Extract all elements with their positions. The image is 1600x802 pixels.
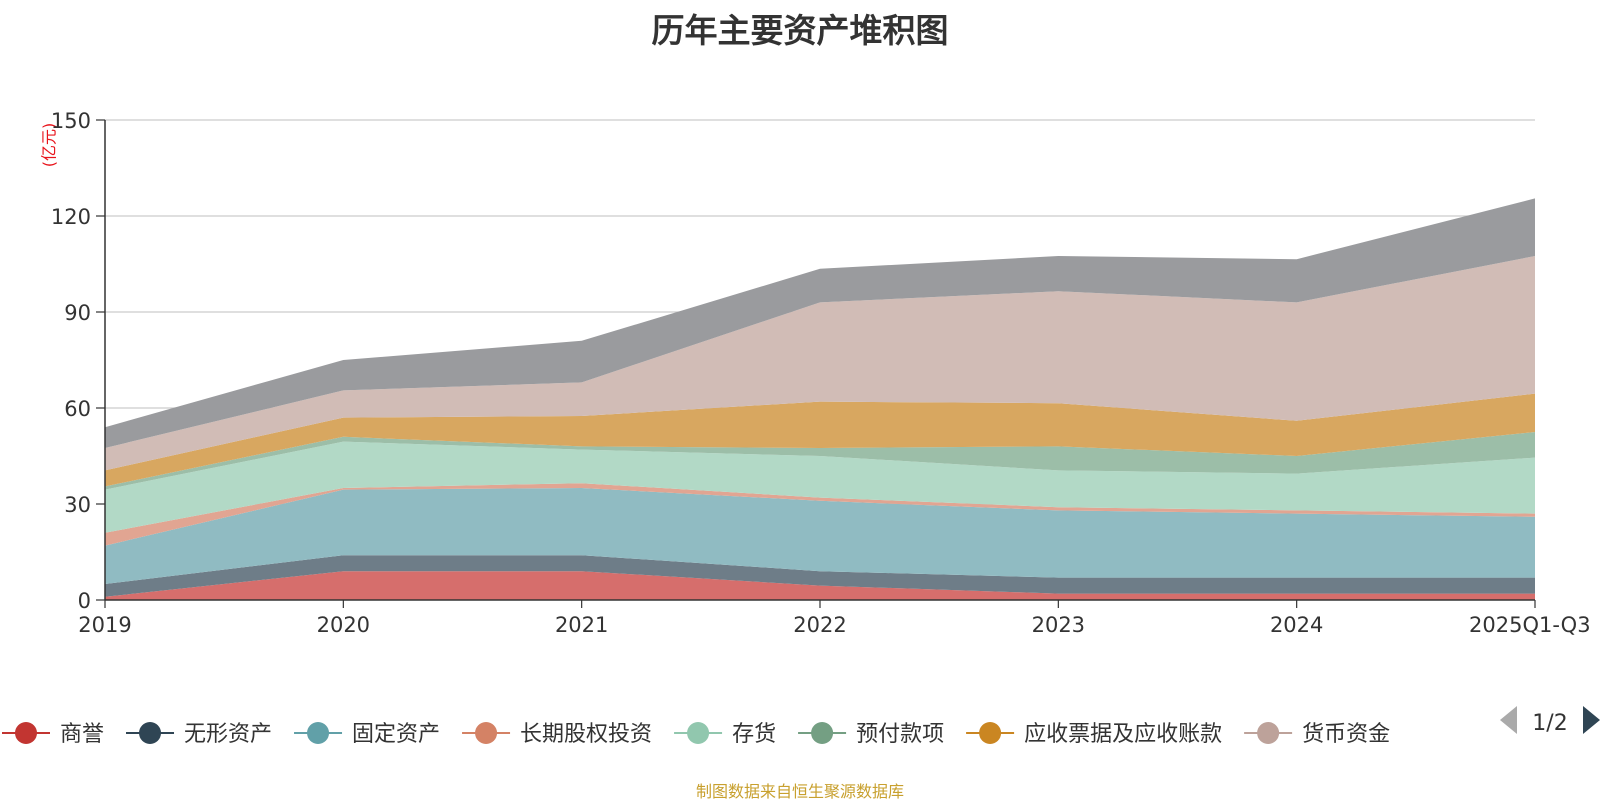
legend-item-5[interactable]: 预付款项 bbox=[798, 722, 944, 747]
area-series-4 bbox=[105, 441, 1535, 533]
legend-circle-icon bbox=[307, 722, 330, 744]
area-series-8 bbox=[105, 198, 1535, 448]
legend-item-2[interactable]: 固定资产 bbox=[294, 722, 440, 747]
legend-label: 固定资产 bbox=[352, 722, 440, 747]
legend-label: 应收票据及应收账款 bbox=[1024, 722, 1222, 747]
y-axis-unit: (亿元) bbox=[40, 123, 59, 168]
legend-circle-icon bbox=[1257, 722, 1280, 744]
legend-circle-icon bbox=[811, 722, 834, 744]
legend-item-6[interactable]: 应收票据及应收账款 bbox=[966, 722, 1222, 747]
x-tick-label: 2022 bbox=[793, 613, 846, 637]
legend-pager: 1/2 bbox=[1500, 706, 1600, 736]
area-series-6 bbox=[105, 393, 1535, 487]
legend-item-0[interactable]: 商誉 bbox=[2, 722, 104, 747]
area-series-7 bbox=[105, 256, 1535, 471]
legend: 商誉 无形资产 固定资产 长期股权投资 存货 预付款项 应收票据及应收账款 货币资金 bbox=[2, 722, 1390, 747]
area-series-5 bbox=[105, 432, 1535, 490]
legend-prev-icon[interactable] bbox=[1500, 706, 1517, 734]
x-tick-label: 2020 bbox=[317, 613, 370, 637]
y-tick-label: 60 bbox=[64, 397, 91, 421]
area-series-2 bbox=[105, 488, 1535, 584]
area-series bbox=[105, 198, 1535, 600]
x-tick-label: 2019 bbox=[78, 613, 131, 637]
legend-item-4[interactable]: 存货 bbox=[674, 722, 776, 747]
x-tick-label: 2021 bbox=[555, 613, 608, 637]
x-tick-label: 2025Q1-Q3 bbox=[1469, 613, 1591, 637]
legend-label: 存货 bbox=[732, 722, 776, 747]
legend-item-7[interactable]: 货币资金 bbox=[1244, 722, 1390, 747]
y-tick-label: 30 bbox=[64, 493, 91, 517]
legend-item-1[interactable]: 无形资产 bbox=[126, 722, 272, 747]
x-tick-label: 2024 bbox=[1270, 613, 1323, 637]
area-series-1 bbox=[105, 555, 1535, 597]
chart-title: 历年主要资产堆积图 bbox=[651, 11, 949, 50]
legend-item-3[interactable]: 长期股权投资 bbox=[462, 722, 652, 747]
y-tick-label: 90 bbox=[64, 301, 91, 325]
axes: (亿元) 0 30 60 90 120 150 2019 2020 2021 2022 2023 20… bbox=[40, 109, 1591, 637]
legend-label: 商誉 bbox=[60, 722, 104, 747]
legend-circle-icon bbox=[139, 722, 162, 744]
legend-circle-icon bbox=[15, 722, 37, 744]
legend-circle-icon bbox=[475, 722, 498, 744]
legend-page-indicator: 1/2 bbox=[1532, 711, 1567, 736]
y-tick-label: 150 bbox=[51, 109, 91, 133]
x-tick-label: 2023 bbox=[1032, 613, 1085, 637]
legend-circle-icon bbox=[687, 722, 710, 744]
legend-label: 货币资金 bbox=[1302, 722, 1390, 747]
y-tick-label: 120 bbox=[51, 205, 91, 229]
legend-label: 无形资产 bbox=[184, 722, 272, 747]
legend-next-icon[interactable] bbox=[1583, 706, 1600, 734]
y-tick-label: 0 bbox=[78, 589, 91, 613]
legend-circle-icon bbox=[979, 722, 1002, 744]
legend-label: 预付款项 bbox=[856, 722, 944, 747]
legend-label: 长期股权投资 bbox=[520, 722, 652, 747]
data-source-note: 制图数据来自恒生聚源数据库 bbox=[695, 782, 904, 801]
